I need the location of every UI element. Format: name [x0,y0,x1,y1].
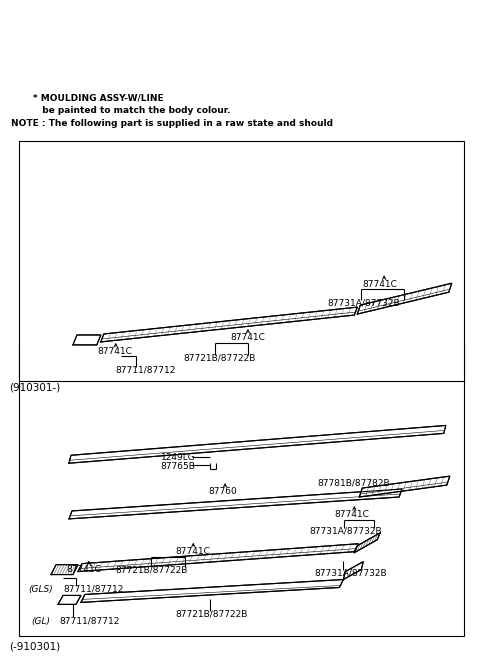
Text: 87741C: 87741C [230,334,265,342]
Text: 87781B/87782B: 87781B/87782B [318,478,390,487]
Text: 87741C: 87741C [335,510,369,520]
Bar [19,345,464,636]
Text: be painted to match the body colour.: be painted to match the body colour. [12,106,231,115]
Polygon shape [69,489,402,519]
Text: 87741C: 87741C [66,565,101,574]
Polygon shape [101,307,357,342]
Text: 87741C: 87741C [175,547,210,556]
Text: 87711/87712: 87711/87712 [116,365,176,374]
Text: (910301-): (910301-) [9,382,60,393]
Bar [19,141,464,380]
Polygon shape [51,564,78,575]
Text: 87711/87712: 87711/87712 [63,585,123,594]
Text: 87765B: 87765B [160,462,195,470]
Text: NOTE : The following part is supplied in a raw state and should: NOTE : The following part is supplied in… [12,119,333,128]
Polygon shape [69,426,446,463]
Text: * MOULDING ASSY-W/LINE: * MOULDING ASSY-W/LINE [12,93,164,102]
Polygon shape [58,595,81,604]
Text: (GL): (GL) [31,617,50,626]
Text: 1249LG: 1249LG [160,453,195,462]
Polygon shape [73,335,101,345]
Polygon shape [78,544,358,572]
Text: (-910301): (-910301) [9,641,60,651]
Polygon shape [81,579,343,602]
Text: 87731A/87732B: 87731A/87732B [327,299,400,307]
Text: 87731A/87732B: 87731A/87732B [310,526,382,535]
Text: 87721B/87722B: 87721B/87722B [175,610,248,619]
Text: 87731A/87732B: 87731A/87732B [314,568,387,577]
Text: 87741C: 87741C [362,280,397,289]
Polygon shape [343,562,363,579]
Text: 87721B/87722B: 87721B/87722B [116,565,188,574]
Text: 87741C: 87741C [98,348,132,356]
Polygon shape [360,476,450,497]
Text: 87760: 87760 [208,487,237,495]
Text: (GLS): (GLS) [28,585,53,594]
Polygon shape [357,283,452,314]
Text: 87711/87712: 87711/87712 [59,617,120,626]
Polygon shape [354,533,380,553]
Text: 87721B/87722B: 87721B/87722B [183,353,256,362]
